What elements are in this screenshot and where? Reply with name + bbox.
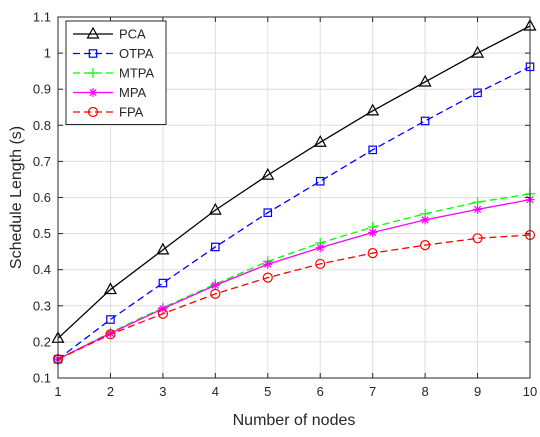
data-point-otpa [368,145,377,155]
legend-marker-pca [86,26,100,39]
data-point-pca [418,74,432,87]
y-tick-label: 0.7 [33,154,51,169]
legend-marker-fpa [87,106,99,118]
data-point-mpa [315,243,325,253]
data-point-fpa [472,233,483,244]
data-point-fpa [105,329,116,340]
data-point-mpa [420,215,430,225]
x-tick-label: 6 [317,384,324,399]
x-tick-label: 10 [523,384,537,399]
series-line-mtpa [57,193,531,360]
data-point-mpa [473,204,483,214]
data-point-pca [261,167,275,180]
data-point-mpa [210,280,220,290]
y-tick-label: 0.8 [33,118,51,133]
x-tick-label: 4 [212,384,219,399]
data-point-pca [103,282,117,295]
data-point-pca [366,103,380,116]
series-line-otpa [57,66,531,360]
legend-label-mtpa: MTPA [119,66,154,81]
axis-ticks [57,16,531,379]
data-point-otpa [315,176,325,186]
y-tick-label: 0.1 [33,371,51,386]
y-tick-label: 1 [44,46,51,61]
data-point-otpa [211,242,220,252]
x-tick-label: 8 [421,384,428,399]
y-tick-label: 0.2 [33,334,51,349]
legend-label-otpa: OTPA [119,46,154,61]
data-point-otpa [473,88,482,98]
data-point-mpa [263,259,273,269]
y-tick-label: 0.9 [33,82,51,97]
legend-box [65,20,167,125]
data-point-pca [208,202,222,215]
series-pca [51,18,537,343]
x-tick-label: 7 [369,384,376,399]
data-point-fpa [315,258,326,270]
data-point-fpa [262,272,273,283]
y-tick-label: 0.5 [33,226,51,241]
series-line-fpa [57,234,531,360]
data-point-pca [313,135,327,147]
x-tick-label: 1 [54,384,61,399]
data-point-pca [471,45,485,58]
data-point-otpa [158,278,168,288]
data-point-fpa [157,308,168,319]
y-axis-label: Schedule Length (s) [8,126,25,269]
x-tick-label: 3 [159,384,166,399]
data-point-otpa [106,315,115,324]
legend-marker-mpa [88,88,98,97]
legend-marker-otpa [88,49,98,58]
legend-label-mpa: MPA [119,85,147,100]
y-tick-label: 1.1 [33,10,51,25]
x-tick-label: 2 [107,384,114,399]
data-point-mpa [368,228,378,238]
y-tick-label: 0.4 [33,262,51,277]
legend-label-pca: PCA [119,27,146,42]
x-tick-label: 9 [474,384,481,399]
data-point-fpa [420,240,431,251]
y-tick-label: 0.6 [33,190,51,205]
data-point-pca [156,242,170,255]
data-point-otpa [263,208,273,217]
data-point-mpa [105,328,115,338]
tick-labels: 1 2 3 4 5 6 7 8 9 10 0.1 0.2 0.3 0.4 0.5 0.6 0.7 0.8 0.9 1 1… [33,10,537,400]
y-tick-label: 0.3 [33,298,51,313]
data-point-fpa [210,288,221,299]
data-point-otpa [420,116,430,126]
legend-marker-mtpa [88,68,98,78]
legend: PCA OTPA MTPA MPA FPA [65,20,167,125]
legend-label-fpa: FPA [119,105,144,120]
series-line-pca [57,25,531,339]
grid-lines [57,16,531,379]
data-point-fpa [367,247,378,259]
x-axis-label: Number of nodes [233,412,356,429]
x-tick-label: 5 [264,384,271,399]
series-line-mpa [57,199,531,360]
